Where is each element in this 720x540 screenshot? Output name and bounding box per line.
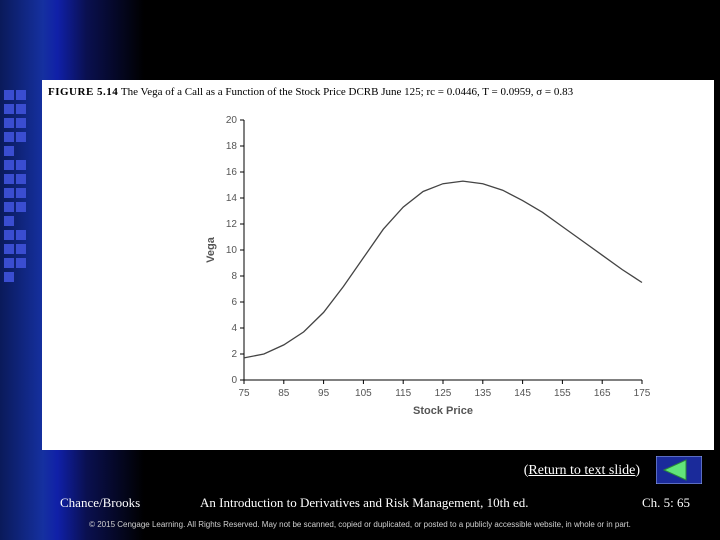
svg-text:8: 8 [231, 271, 237, 282]
svg-text:95: 95 [318, 388, 330, 399]
svg-text:115: 115 [395, 388, 411, 399]
svg-text:135: 135 [474, 388, 491, 399]
figure-caption: FIGURE 5.14 The Vega of a Call as a Func… [48, 86, 573, 98]
svg-text:10: 10 [226, 245, 238, 256]
svg-text:Vega: Vega [205, 236, 217, 263]
figure-number: FIGURE 5.14 [48, 86, 118, 98]
svg-text:2: 2 [231, 349, 237, 360]
svg-text:4: 4 [231, 323, 237, 334]
back-button[interactable] [656, 456, 702, 484]
svg-text:145: 145 [514, 388, 531, 399]
svg-text:165: 165 [594, 388, 611, 399]
svg-text:Stock Price: Stock Price [413, 405, 473, 417]
svg-text:16: 16 [226, 167, 238, 178]
svg-text:155: 155 [554, 388, 571, 399]
figure-panel: FIGURE 5.14 The Vega of a Call as a Func… [42, 80, 714, 450]
return-link[interactable]: (Return to text slide) [524, 463, 640, 479]
return-link-text[interactable]: Return to text slide [528, 463, 635, 478]
footer-title: An Introduction to Derivatives and Risk … [200, 495, 529, 511]
svg-text:6: 6 [231, 297, 237, 308]
svg-text:105: 105 [355, 388, 372, 399]
footer-authors: Chance/Brooks [60, 495, 140, 511]
svg-text:18: 18 [226, 141, 238, 152]
svg-text:0: 0 [231, 375, 237, 386]
svg-text:85: 85 [278, 388, 290, 399]
svg-text:75: 75 [238, 388, 250, 399]
figure-title: The Vega of a Call as a Function of the … [121, 86, 573, 98]
vega-chart: 0 2 4 6 8 10 12 14 16 18 20 75 85 95 105 115 125 135 145 15… [202, 110, 652, 420]
slide: FIGURE 5.14 The Vega of a Call as a Func… [0, 0, 720, 540]
decorative-squares [0, 0, 40, 540]
svg-text:125: 125 [435, 388, 452, 399]
copyright: © 2015 Cengage Learning. All Rights Rese… [0, 520, 720, 529]
svg-text:12: 12 [226, 219, 238, 230]
svg-text:175: 175 [634, 388, 651, 399]
svg-text:14: 14 [226, 193, 238, 204]
footer-chapter: Ch. 5: 65 [642, 495, 690, 511]
svg-text:20: 20 [226, 115, 238, 126]
